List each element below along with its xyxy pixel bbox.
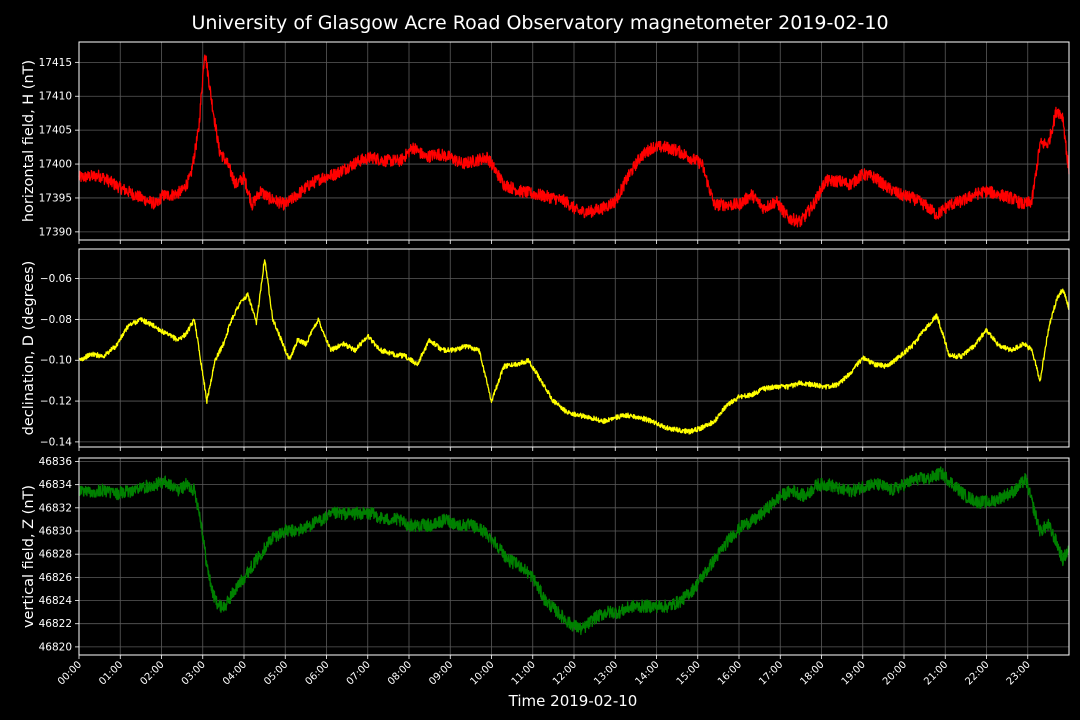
horizontal-field-y-axis-label: horizontal field, H (nT) <box>21 60 37 222</box>
vertical-field-ytick-label: 46820 <box>39 641 72 653</box>
vertical-field-ytick-label: 46836 <box>39 456 73 468</box>
horizontal-field-series-line <box>78 54 1070 228</box>
declination-series-line <box>78 259 1070 435</box>
declination-ytick-label: −0.08 <box>40 314 72 326</box>
x-axis-label: Time 2019-02-10 <box>508 692 638 710</box>
vertical-field-ytick-label: 46832 <box>39 502 72 514</box>
horizontal-field-ytick-label: 17415 <box>39 57 72 69</box>
vertical-field-ytick-label: 46828 <box>39 549 72 561</box>
vertical-field-ytick-label: 46822 <box>39 618 72 630</box>
declination-axes-frame <box>78 248 1070 448</box>
vertical-field-series-line <box>78 466 1070 636</box>
horizontal-field-ytick-label: 17410 <box>39 91 72 103</box>
vertical-field-y-axis-label: vertical field, Z (nT) <box>21 485 37 628</box>
declination-y-axis-label: declination, D (degrees) <box>21 261 37 436</box>
vertical-field-ytick-label: 46834 <box>39 479 73 491</box>
horizontal-field-ytick-label: 17400 <box>39 159 72 171</box>
declination-ytick-label: −0.10 <box>40 355 72 367</box>
horizontal-field-ytick-label: 17395 <box>39 192 72 204</box>
horizontal-field-ytick-label: 17390 <box>39 226 72 238</box>
declination-ytick-label: −0.06 <box>40 273 72 285</box>
chart-title: University of Glasgow Acre Road Observat… <box>191 12 888 34</box>
vertical-field-ytick-label: 46824 <box>39 595 73 607</box>
vertical-field-panel: 46820 46822 46824 46826 46828 46830 46832 46834… <box>21 456 1070 659</box>
vertical-field-axes-frame <box>78 457 1070 656</box>
declination-ytick-label: −0.12 <box>40 396 72 408</box>
vertical-field-ytick-label: 46830 <box>39 526 72 538</box>
panels: 17390 17395 17400 17405 17410 17415horizontal… <box>21 41 1070 659</box>
vertical-field-ytick-label: 46826 <box>39 572 73 584</box>
horizontal-field-ytick-label: 17405 <box>39 125 72 137</box>
horizontal-field-panel: 17390 17395 17400 17405 17410 17415horizontal… <box>21 41 1070 244</box>
declination-ytick-label: −0.14 <box>40 436 72 448</box>
horizontal-field-axes-frame <box>78 41 1070 241</box>
